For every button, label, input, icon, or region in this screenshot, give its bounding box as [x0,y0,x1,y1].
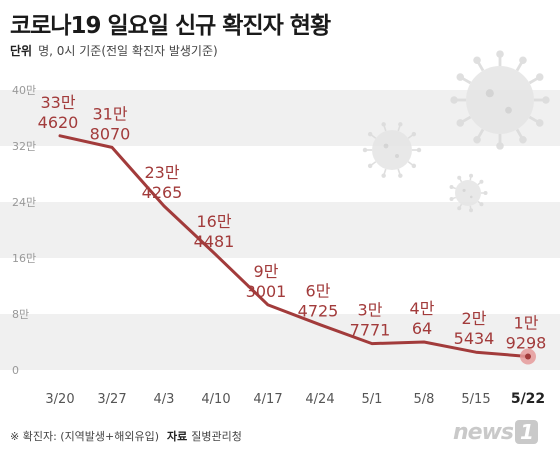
unit-label: 단위 [10,44,33,58]
data-point [525,353,531,360]
virus-icon [449,173,488,213]
source-label: 자료 [167,430,188,443]
y-tick-label: 16만 [12,252,36,265]
grid-band [0,314,560,370]
data-label: 4만 64 [410,299,435,338]
data-label: 6만 4725 [298,282,339,321]
virus-decoration [362,50,550,213]
data-label: 9만 3001 [246,262,287,301]
unit-text: 명, 0시 기준(전일 확진자 발생기준) [38,44,218,58]
y-tick-label: 0 [12,364,19,377]
data-label: 3만 7771 [350,301,391,340]
x-tick-label: 4/17 [253,392,282,407]
x-tick-label: 4/10 [201,392,230,407]
series-line [58,134,530,358]
data-label: 31만 8070 [90,104,131,143]
data-label: 23만 4265 [142,163,183,202]
x-tick-label: 5/1 [362,392,383,407]
data-label: 16만 4481 [194,212,235,251]
news1-logo: news 1 [453,420,538,445]
y-tick-label: 40만 [12,84,36,97]
virus-icon [450,50,550,150]
x-tick-label: 5/15 [461,392,490,407]
x-tick-label: 4/3 [154,392,175,407]
footer: ※ 확진자: (지역발생+해외유입) 자료 질병관리청 [10,428,242,444]
x-tick-label: 3/20 [45,392,74,407]
y-tick-label: 8만 [12,308,29,321]
footnote: ※ 확진자: (지역발생+해외유입) [10,430,160,443]
x-tick-label: 5/8 [414,392,435,407]
x-tick-label: 3/27 [97,392,126,407]
x-tick-label: 5/22 [511,391,545,407]
chart-title: 코로나19 일요일 신규 확진자 현황 [10,13,331,39]
y-tick-label: 32만 [12,140,36,153]
grid-band [0,202,560,258]
chart-subtitle: 단위 명, 0시 기준(전일 확진자 발생기준) [10,42,218,59]
source-text: 질병관리청 [191,430,242,443]
y-tick-label: 24만 [12,196,36,209]
virus-icon [362,122,422,178]
data-label: 33만 4620 [38,93,79,132]
data-label: 1만 9298 [506,313,547,352]
x-tick-label: 4/24 [305,392,334,407]
data-label: 2만 5434 [454,309,495,348]
